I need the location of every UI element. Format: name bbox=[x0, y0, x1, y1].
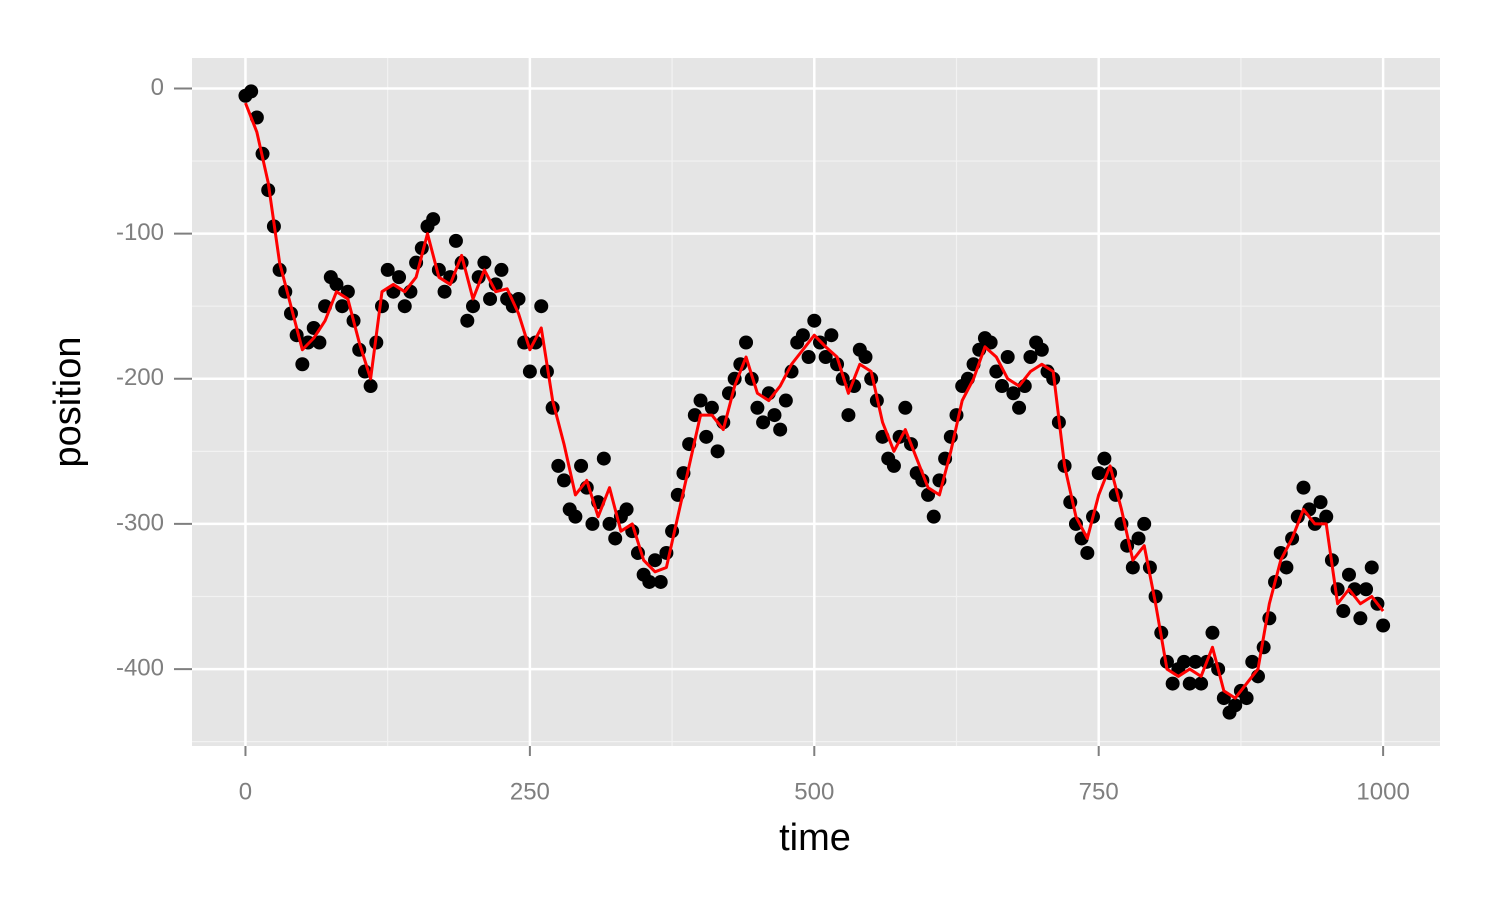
x-tick-label: 500 bbox=[794, 778, 834, 805]
x-axis-title: time bbox=[779, 817, 851, 859]
point bbox=[1376, 618, 1391, 633]
point bbox=[295, 357, 310, 372]
point bbox=[608, 531, 623, 546]
point bbox=[494, 262, 509, 277]
point bbox=[1188, 654, 1203, 669]
point bbox=[1194, 676, 1209, 691]
point bbox=[380, 262, 395, 277]
point bbox=[1080, 545, 1095, 560]
point bbox=[1006, 386, 1021, 401]
point bbox=[750, 400, 765, 415]
x-tick-label: 1000 bbox=[1356, 778, 1409, 805]
point bbox=[767, 408, 782, 423]
point bbox=[1125, 560, 1140, 575]
point bbox=[1239, 691, 1254, 706]
point bbox=[648, 553, 663, 568]
point bbox=[1364, 560, 1379, 575]
point bbox=[773, 422, 788, 437]
y-tick-label: -100 bbox=[116, 219, 164, 246]
point bbox=[1131, 531, 1146, 546]
point bbox=[574, 458, 589, 473]
point bbox=[335, 299, 350, 314]
point bbox=[477, 255, 492, 270]
point bbox=[522, 364, 537, 379]
point bbox=[426, 212, 441, 227]
point bbox=[886, 458, 901, 473]
point bbox=[1245, 654, 1260, 669]
point bbox=[1177, 654, 1192, 669]
point bbox=[596, 451, 611, 466]
point bbox=[460, 313, 475, 328]
point bbox=[841, 408, 856, 423]
line bbox=[244, 102, 1385, 700]
point bbox=[704, 400, 719, 415]
point bbox=[1012, 400, 1027, 415]
point bbox=[1313, 495, 1328, 510]
point bbox=[448, 233, 463, 248]
point bbox=[568, 509, 583, 524]
point bbox=[619, 502, 634, 517]
point bbox=[778, 393, 793, 408]
point bbox=[1182, 676, 1197, 691]
point bbox=[329, 277, 344, 292]
point bbox=[534, 299, 549, 314]
point bbox=[244, 84, 259, 99]
point bbox=[898, 400, 913, 415]
point bbox=[818, 350, 833, 365]
y-tick-label: -200 bbox=[116, 364, 164, 391]
point bbox=[807, 313, 822, 328]
point bbox=[1359, 582, 1374, 597]
point bbox=[756, 415, 771, 430]
plot-panel bbox=[192, 58, 1440, 746]
point bbox=[926, 509, 941, 524]
point bbox=[1165, 676, 1180, 691]
point bbox=[801, 350, 816, 365]
point bbox=[1205, 625, 1220, 640]
point bbox=[1137, 516, 1152, 531]
point bbox=[392, 270, 407, 285]
point bbox=[1000, 350, 1015, 365]
point bbox=[551, 458, 566, 473]
point bbox=[483, 291, 498, 306]
point bbox=[1296, 480, 1311, 495]
point bbox=[653, 574, 668, 589]
point bbox=[602, 516, 617, 531]
point bbox=[1353, 611, 1368, 626]
x-tick-label: 750 bbox=[1079, 778, 1119, 805]
point bbox=[437, 284, 452, 299]
y-tick-label: -400 bbox=[116, 654, 164, 681]
point bbox=[1341, 567, 1356, 582]
point bbox=[710, 444, 725, 459]
y-axis-title: position bbox=[47, 337, 89, 468]
point bbox=[995, 379, 1010, 394]
point bbox=[397, 299, 412, 314]
point bbox=[693, 393, 708, 408]
point bbox=[1023, 350, 1038, 365]
point bbox=[585, 516, 600, 531]
point bbox=[699, 429, 714, 444]
point bbox=[642, 574, 657, 589]
point bbox=[989, 364, 1004, 379]
point bbox=[1228, 698, 1243, 713]
point bbox=[557, 473, 572, 488]
x-tick-label: 250 bbox=[510, 778, 550, 805]
point bbox=[739, 335, 754, 350]
point bbox=[1034, 342, 1049, 357]
point bbox=[1279, 560, 1294, 575]
y-tick-label: -300 bbox=[116, 509, 164, 536]
x-tick-label: 0 bbox=[239, 778, 252, 805]
point bbox=[1336, 604, 1351, 619]
point bbox=[312, 335, 327, 350]
point bbox=[465, 299, 480, 314]
point bbox=[1091, 466, 1106, 481]
y-tick-label: 0 bbox=[151, 74, 164, 101]
point bbox=[983, 335, 998, 350]
point bbox=[858, 350, 873, 365]
point bbox=[1097, 451, 1112, 466]
point bbox=[1319, 509, 1334, 524]
point bbox=[363, 379, 378, 394]
point bbox=[824, 328, 839, 343]
point bbox=[795, 328, 810, 343]
